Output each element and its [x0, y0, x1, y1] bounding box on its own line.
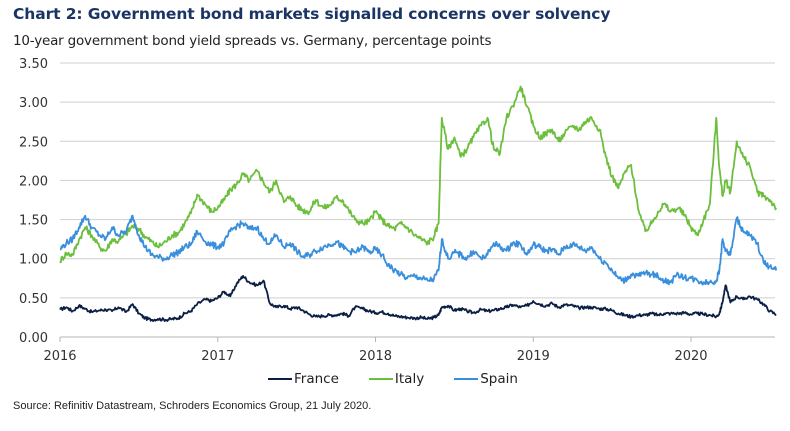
legend-label-france: France: [294, 371, 339, 387]
y-tick-label: 3.50: [19, 57, 48, 72]
y-tick-label: 2.00: [19, 174, 48, 189]
x-axis: 2016 2017 2018 2019 2020: [43, 337, 708, 364]
y-tick-label: 0.00: [19, 331, 48, 346]
legend-swatch-italy: [368, 378, 393, 380]
legend-swatch-france: [268, 378, 292, 380]
source-note: Source: Refinitiv Datastream, Schroders …: [13, 400, 372, 412]
series-lines: [59, 85, 778, 322]
legend-item-italy: Italy: [368, 371, 425, 387]
y-axis-ticks: 0.00 0.50 1.00 1.50 2.00 2.50 3.00 3.50: [19, 57, 48, 346]
legend-item-spain: Spain: [454, 371, 518, 387]
y-tick-label: 3.00: [19, 96, 48, 111]
y-tick-label: 2.50: [19, 135, 48, 150]
legend-label-spain: Spain: [480, 371, 518, 387]
legend-label-italy: Italy: [394, 371, 425, 387]
grid-lines: [60, 62, 775, 338]
legend: France Italy Spain: [268, 371, 518, 387]
x-tick-label: 2020: [674, 349, 707, 364]
y-tick-label: 0.50: [19, 292, 48, 307]
x-tick-label: 2018: [359, 349, 392, 364]
series-line-france: [59, 275, 777, 322]
x-tick-label: 2017: [201, 349, 234, 364]
y-tick-label: 1.00: [19, 253, 48, 268]
chart-title: Chart 2: Government bond markets signall…: [13, 5, 611, 23]
series-line-italy: [59, 85, 778, 264]
legend-swatch-spain: [454, 378, 479, 380]
y-tick-label: 1.50: [19, 214, 48, 229]
legend-item-france: France: [268, 371, 339, 387]
chart-subtitle: 10-year government bond yield spreads vs…: [13, 33, 492, 49]
x-tick-label: 2016: [43, 349, 76, 364]
x-tick-label: 2019: [517, 349, 550, 364]
series-line-spain: [59, 214, 778, 286]
